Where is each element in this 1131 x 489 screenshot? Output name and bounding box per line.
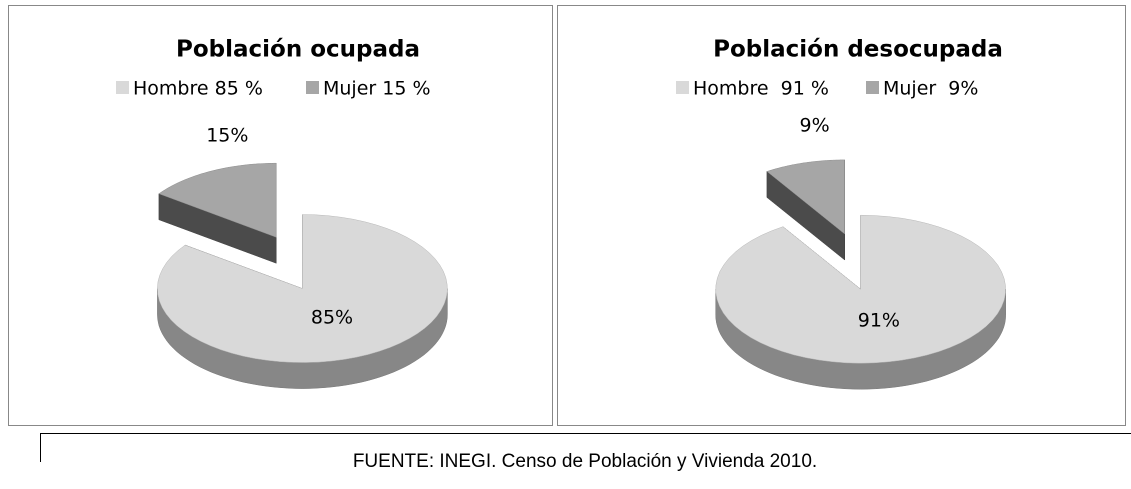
slice-face (158, 162, 277, 238)
pie-slice (715, 214, 1006, 390)
legend-swatch (116, 81, 129, 94)
legend-swatch (866, 81, 879, 94)
legend-label: Hombre 91 % (693, 78, 829, 100)
slice-face (157, 214, 448, 363)
data-label: 9% (799, 114, 829, 136)
pie-slice (157, 214, 448, 389)
pie-slice (766, 159, 845, 261)
data-label: 91% (858, 310, 900, 332)
data-label: 15% (206, 125, 248, 147)
chart-title: Población desocupada (713, 37, 1003, 63)
data-label: 85% (311, 307, 353, 329)
pie-slice (158, 162, 277, 264)
panel-border (557, 5, 1126, 426)
chart-title: Población ocupada (176, 37, 420, 63)
legend-swatch (306, 81, 319, 94)
legend-label: Mujer 15 % (323, 78, 431, 100)
legend-label: Mujer 9% (883, 78, 978, 100)
source: FUENTE: INEGI. Censo de Población y Vivi… (353, 451, 817, 472)
panel-border (8, 5, 553, 426)
legend-label: Hombre 85 % (133, 78, 263, 100)
slice-face (715, 214, 1006, 364)
legend-swatch (676, 81, 689, 94)
slice-face (766, 159, 845, 235)
